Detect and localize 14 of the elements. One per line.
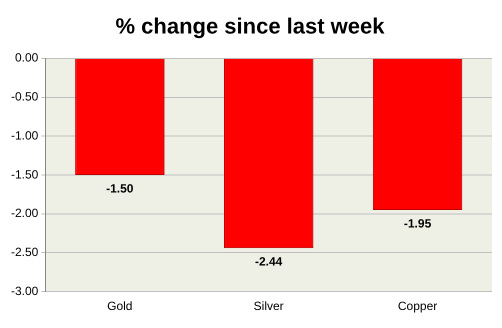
x-tick-label: Gold bbox=[107, 299, 132, 314]
data-label: -1.50 bbox=[106, 181, 134, 196]
y-tick-label: -2.50 bbox=[10, 245, 39, 260]
x-tick-label: Silver bbox=[254, 299, 284, 314]
y-tick-label: -3.00 bbox=[10, 284, 39, 298]
data-label: -1.95 bbox=[404, 216, 432, 230]
y-tick-label: -1.50 bbox=[10, 167, 39, 182]
chart-title: % change since last week bbox=[115, 13, 386, 38]
y-tick-label: -2.00 bbox=[10, 206, 39, 220]
y-tick-label: -1.00 bbox=[10, 128, 39, 142]
y-tick-label: -0.50 bbox=[10, 90, 39, 104]
data-label: -2.44 bbox=[254, 254, 283, 268]
x-tick-label: Copper bbox=[398, 299, 438, 314]
y-tick-label: 0.00 bbox=[14, 50, 39, 65]
